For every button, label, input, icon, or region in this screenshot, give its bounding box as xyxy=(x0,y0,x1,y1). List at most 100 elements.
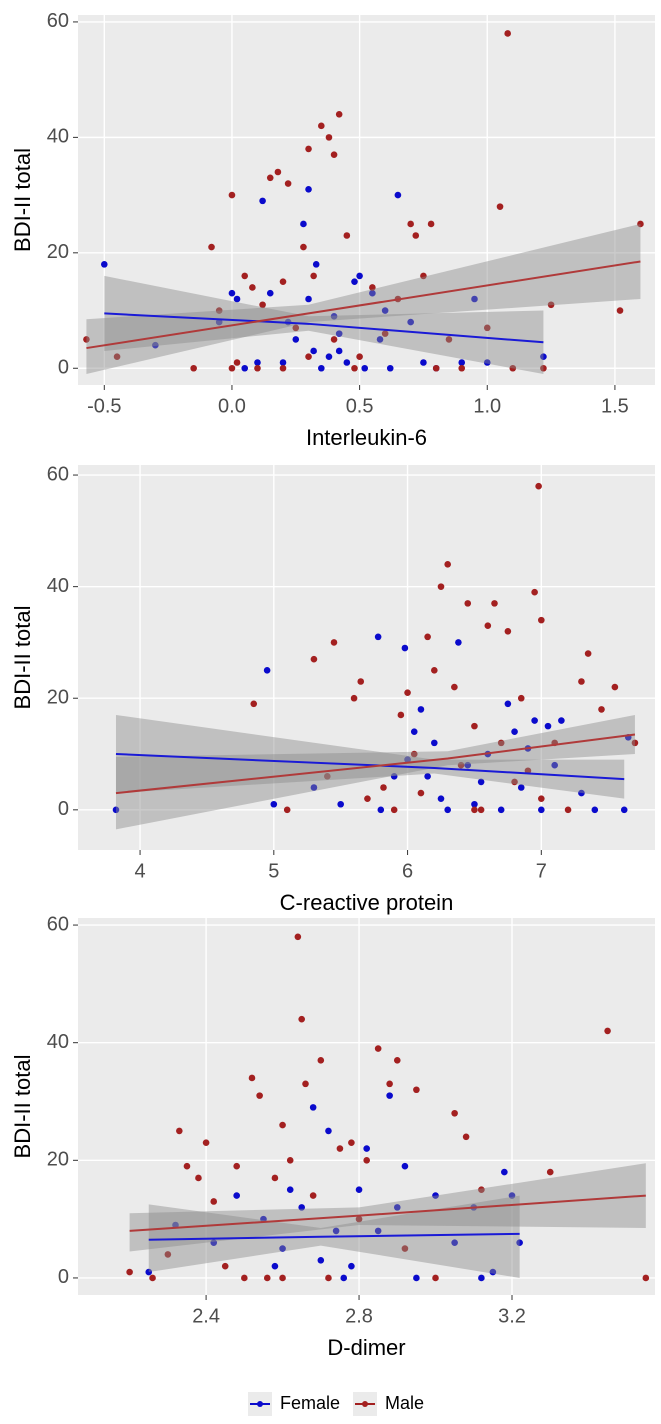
point xyxy=(471,722,478,730)
point xyxy=(113,353,121,361)
point xyxy=(437,583,445,590)
point xyxy=(591,806,599,814)
point xyxy=(190,364,197,372)
point xyxy=(547,301,555,309)
point xyxy=(363,1145,370,1152)
y-tick-label: 20 xyxy=(47,1149,69,1171)
point xyxy=(266,289,274,297)
point xyxy=(504,30,511,37)
fit-line xyxy=(115,733,636,795)
point xyxy=(544,722,552,730)
y-tick-label: 40 xyxy=(47,575,69,597)
x-tick-label: 2.8 xyxy=(345,1305,373,1327)
point xyxy=(336,1145,344,1152)
x-tick-label: 4 xyxy=(134,860,145,882)
point xyxy=(381,330,389,337)
point xyxy=(310,655,318,663)
point xyxy=(325,353,333,361)
point xyxy=(310,272,317,280)
point xyxy=(286,1157,294,1164)
point xyxy=(259,197,266,205)
point xyxy=(511,728,518,736)
point xyxy=(538,616,545,624)
fit-line xyxy=(86,260,641,350)
point xyxy=(540,364,547,372)
point xyxy=(266,174,274,182)
point xyxy=(164,1251,172,1258)
point xyxy=(351,278,358,285)
point xyxy=(458,364,466,372)
point xyxy=(444,806,451,814)
point xyxy=(254,359,261,366)
panel-background xyxy=(78,15,655,385)
point xyxy=(381,307,389,314)
point xyxy=(484,622,492,629)
point xyxy=(152,341,159,349)
point xyxy=(279,364,287,372)
x-tick-label: 5 xyxy=(268,860,279,882)
point xyxy=(330,639,338,646)
point xyxy=(249,284,256,291)
point xyxy=(228,289,236,297)
point xyxy=(531,588,538,596)
point xyxy=(508,1192,516,1199)
x-axis-title: C-reactive protein xyxy=(280,890,454,915)
point xyxy=(324,773,331,780)
point xyxy=(401,644,409,652)
point xyxy=(208,243,215,251)
point xyxy=(497,739,505,747)
point xyxy=(330,336,338,343)
point xyxy=(309,1104,317,1111)
point xyxy=(471,800,478,808)
point xyxy=(356,272,363,280)
point xyxy=(578,678,585,685)
point xyxy=(355,1186,363,1194)
point xyxy=(263,1274,271,1282)
point xyxy=(407,318,414,326)
point xyxy=(300,243,307,251)
point xyxy=(390,773,398,780)
point xyxy=(298,1204,305,1211)
point xyxy=(355,1215,363,1223)
point xyxy=(535,482,542,490)
point xyxy=(310,347,317,355)
point xyxy=(455,639,462,646)
point xyxy=(458,359,466,366)
y-tick-label: 0 xyxy=(58,1266,69,1288)
confidence-band xyxy=(86,223,641,375)
point xyxy=(271,1262,279,1270)
y-tick-label: 60 xyxy=(47,913,69,935)
x-tick-label: 1.0 xyxy=(473,395,501,417)
panel-background xyxy=(78,918,655,1295)
x-axis-title: D-dimer xyxy=(327,1335,405,1360)
point xyxy=(578,789,585,797)
legend: Female Male xyxy=(248,1392,424,1416)
point xyxy=(325,1274,332,1282)
point xyxy=(404,756,411,763)
point xyxy=(305,145,312,153)
point xyxy=(432,364,440,372)
point xyxy=(412,232,420,239)
point xyxy=(517,694,525,702)
point xyxy=(451,1239,458,1246)
point xyxy=(393,1057,401,1064)
legend-dot xyxy=(362,1401,368,1407)
panel-background xyxy=(78,465,655,850)
x-tick-label: 3.2 xyxy=(498,1305,526,1327)
point xyxy=(195,1174,202,1182)
point xyxy=(270,800,278,808)
point xyxy=(546,1168,554,1176)
point xyxy=(330,313,338,320)
point xyxy=(369,289,376,297)
point xyxy=(335,347,343,355)
point xyxy=(558,717,565,724)
confidence-band xyxy=(115,714,635,830)
point xyxy=(248,1074,256,1082)
plot-area xyxy=(112,482,639,830)
point xyxy=(457,761,465,769)
point xyxy=(279,359,287,366)
y-tick-label: 20 xyxy=(47,241,69,263)
y-tick-label: 20 xyxy=(47,687,69,709)
x-tick-label: 0.5 xyxy=(346,395,374,417)
point xyxy=(100,261,108,268)
